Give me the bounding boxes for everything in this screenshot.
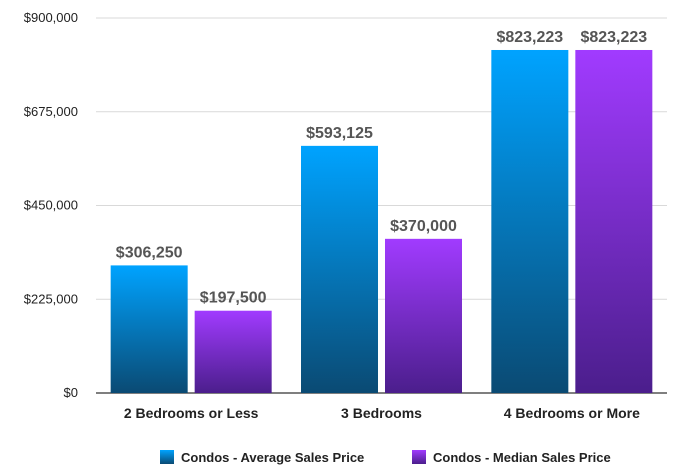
data-label: $370,000 (390, 218, 457, 235)
bar-median-2 (575, 49, 653, 393)
data-label: $823,223 (496, 29, 563, 46)
legend-label: Condos - Average Sales Price (181, 450, 364, 465)
y-tick-label: $675,000 (24, 104, 78, 119)
data-labels: $306,250 $197,500 $593,125 $370,000 $823,223… (116, 29, 648, 307)
legend-swatch (412, 450, 426, 464)
y-axis-ticks: $0 $225,000 $450,000 $675,000 $900,000 (24, 10, 78, 400)
bar-average-1 (301, 145, 378, 393)
legend-label: Condos - Median Sales Price (433, 450, 611, 465)
gridlines (96, 17, 667, 394)
legend-swatch (160, 450, 174, 464)
bars (110, 49, 653, 393)
y-tick-label: $450,000 (24, 198, 78, 213)
data-label: $197,500 (200, 290, 267, 307)
data-label: $306,250 (116, 244, 183, 261)
y-tick-label: $0 (64, 385, 78, 400)
bar-median-1 (385, 238, 462, 393)
y-tick-label: $900,000 (24, 10, 78, 25)
y-tick-label: $225,000 (24, 291, 78, 306)
x-category-label: 2 Bedrooms or Less (124, 405, 259, 421)
legend: Condos - Average Sales Price Condos - Med… (160, 450, 611, 465)
data-label: $593,125 (306, 125, 373, 142)
bar-average-2 (491, 49, 569, 393)
x-category-label: 3 Bedrooms (341, 405, 422, 421)
bar-average-0 (110, 265, 188, 393)
bar-median-0 (194, 310, 272, 393)
x-axis-categories: 2 Bedrooms or Less 3 Bedrooms 4 Bedrooms o… (124, 405, 640, 421)
x-category-label: 4 Bedrooms or More (504, 405, 640, 421)
data-label: $823,223 (580, 29, 647, 46)
